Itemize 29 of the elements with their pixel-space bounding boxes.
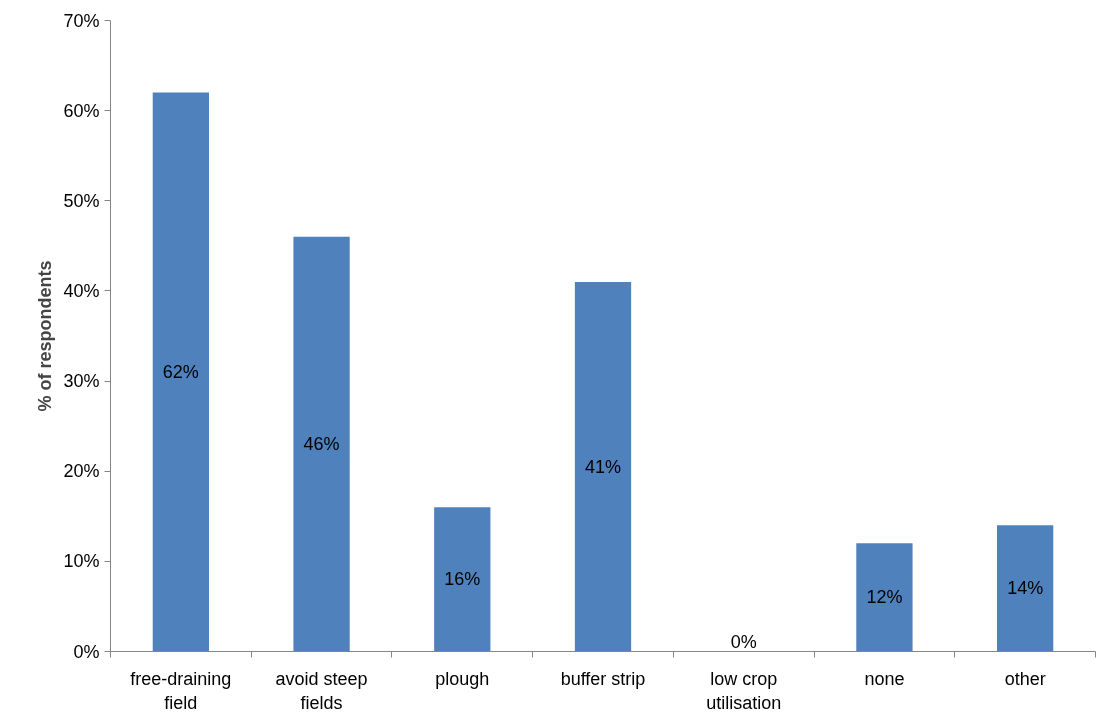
x-tick-label: other [1004,668,1046,689]
data-label: 14% [1007,578,1044,599]
data-label: 16% [444,569,481,590]
data-label: 46% [303,434,340,455]
y-tick-label: 20% [63,461,100,482]
y-tick-label: 60% [63,100,100,121]
bar [856,543,913,652]
data-label: 62% [162,362,199,383]
y-tick-label: 40% [63,280,100,301]
data-label: 0% [730,631,757,652]
data-label: 12% [866,587,903,608]
x-tick-label: none [864,668,905,689]
x-tick-label: low crop utilisation [706,668,782,713]
x-tick-label: free-draining field [130,668,232,713]
data-label: 41% [584,456,622,477]
bar [997,525,1054,652]
y-axis-title: % of respondents [35,260,56,412]
y-tick-label: 50% [63,190,100,211]
x-tick-label: buffer strip [560,668,646,689]
y-tick-label: 30% [63,371,100,392]
bar [434,507,491,652]
y-tick-label: 10% [63,551,100,572]
y-tick-label: 0% [73,641,100,662]
bar [293,236,350,652]
x-tick-label: plough [435,668,490,689]
bar [152,92,209,652]
y-tick-label: 70% [63,10,100,31]
bar [574,281,632,652]
x-tick-label: avoid steep fields [275,668,368,713]
